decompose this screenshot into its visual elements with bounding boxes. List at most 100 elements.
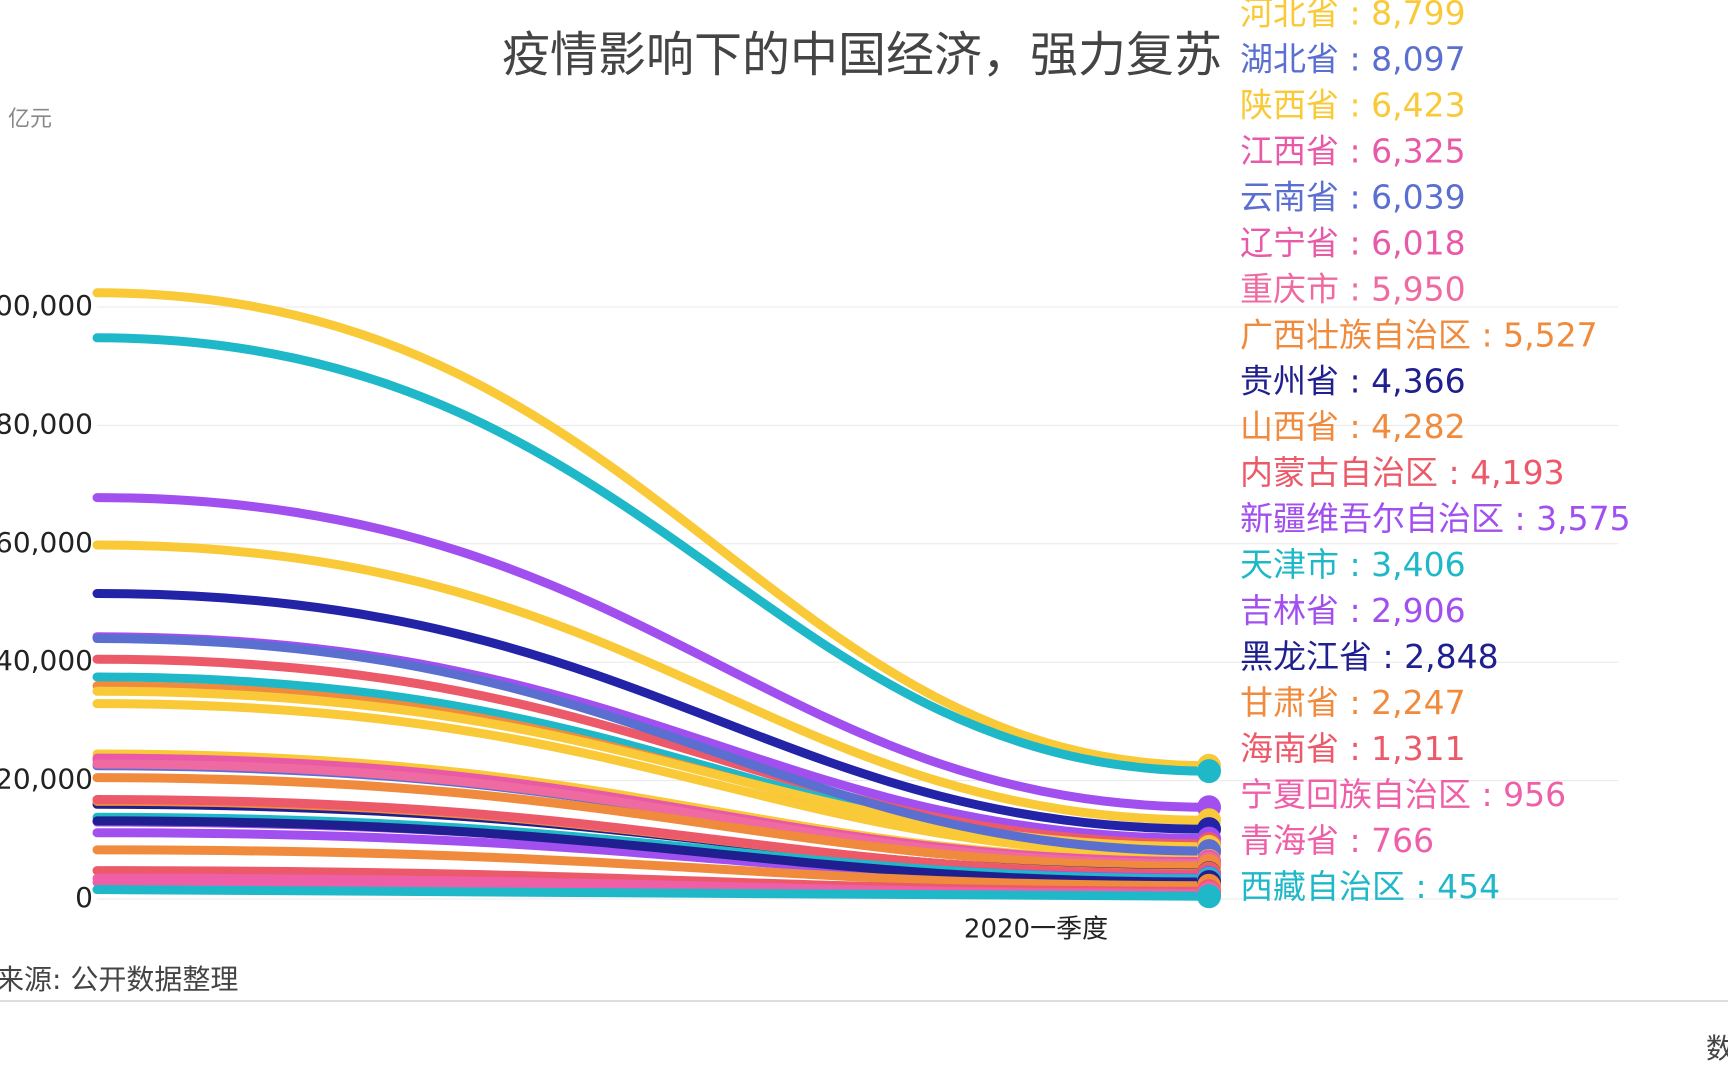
series-end-value: 8,097: [1371, 39, 1465, 78]
corner-text: 数: [1706, 1032, 1728, 1065]
series-name: 天津市: [1240, 545, 1339, 584]
series-end-value: 3,575: [1536, 499, 1630, 538]
series-end-value: 1,311: [1371, 728, 1465, 767]
series-end-value: 3,406: [1371, 545, 1465, 584]
end-point: [1197, 884, 1221, 909]
series-name: 贵州省: [1240, 361, 1339, 400]
label-separator: :: [1504, 499, 1536, 538]
series-name: 江西省: [1240, 131, 1339, 170]
series-name: 湖北省: [1240, 39, 1339, 78]
series-line: [92, 885, 1214, 901]
series-line: [92, 816, 1214, 887]
series-end-value: 454: [1437, 866, 1500, 905]
series-end-value: 2,247: [1371, 682, 1465, 721]
label-separator: :: [1339, 39, 1371, 78]
series-line: [92, 589, 1214, 834]
label-separator: :: [1339, 591, 1371, 630]
series-label: 江西省 : 6,325: [1240, 131, 1466, 170]
series-name: 陕西省: [1240, 85, 1339, 124]
end-point: [1197, 759, 1221, 784]
label-separator: :: [1339, 0, 1371, 32]
series-label: 内蒙古自治区 : 4,193: [1240, 453, 1565, 492]
series-name: 海南省: [1240, 728, 1339, 767]
label-separator: :: [1471, 315, 1503, 354]
series-end-value: 8,799: [1371, 0, 1465, 32]
y-tick-label: 80,000: [0, 407, 93, 440]
label-separator: :: [1339, 85, 1371, 124]
series-label: 天津市 : 3,406: [1240, 545, 1466, 584]
label-separator: :: [1339, 545, 1371, 584]
series-label: 辽宁省 : 6,018: [1240, 223, 1466, 262]
series-label: 黑龙江省 : 2,848: [1240, 637, 1499, 676]
series-label: 甘肃省 : 2,247: [1240, 682, 1466, 721]
y-axis-unit: 亿元: [8, 107, 52, 132]
series-name: 山西省: [1240, 407, 1339, 446]
series-label: 海南省 : 1,311: [1240, 728, 1466, 767]
source-note: 来源: 公开数据整理: [0, 963, 238, 996]
label-separator: :: [1339, 820, 1371, 859]
y-tick-label: 0: [75, 881, 93, 914]
label-separator: :: [1339, 682, 1371, 721]
series-name: 宁夏回族自治区: [1240, 774, 1471, 813]
series-end-value: 5,950: [1371, 269, 1465, 308]
series-line: [92, 540, 1214, 825]
series-label: 西藏自治区 : 454: [1240, 866, 1500, 905]
series-label: 河北省 : 8,799: [1240, 0, 1466, 32]
series-label: 宁夏回族自治区 : 956: [1240, 774, 1566, 813]
series-end-value: 6,018: [1371, 223, 1465, 262]
series-end-value: 766: [1371, 820, 1434, 859]
series-name: 甘肃省: [1240, 682, 1339, 721]
label-separator: :: [1438, 453, 1470, 492]
label-separator: :: [1339, 223, 1371, 262]
series-name: 河北省: [1240, 0, 1339, 32]
series-line: [92, 699, 1214, 860]
label-separator: :: [1471, 774, 1503, 813]
series-label: 山西省 : 4,282: [1240, 407, 1466, 446]
series-label: 重庆市 : 5,950: [1240, 269, 1466, 308]
series-line: [92, 333, 1214, 776]
series-line: [92, 654, 1214, 849]
series-end-value: 4,193: [1470, 453, 1564, 492]
series-end-value: 4,282: [1371, 407, 1465, 446]
series-line: [92, 634, 1214, 856]
series-name: 内蒙古自治区: [1240, 453, 1438, 492]
series-end-value: 6,039: [1371, 177, 1465, 216]
x-tick-label: 2020一季度: [964, 915, 1108, 945]
series-label: 贵州省 : 4,366: [1240, 361, 1466, 400]
series-line: [92, 845, 1214, 891]
label-separator: :: [1372, 637, 1404, 676]
series-name: 西藏自治区: [1240, 866, 1405, 905]
series-label: 新疆维吾尔自治区 : 3,575: [1240, 499, 1631, 538]
label-separator: :: [1339, 407, 1371, 446]
chart-title: 疫情影响下的中国经济，强力复苏: [502, 27, 1222, 83]
series-label: 吉林省 : 2,906: [1240, 591, 1466, 630]
series-name: 广西壮族自治区: [1240, 315, 1471, 354]
series-label: 陕西省 : 6,423: [1240, 85, 1466, 124]
series-label: 广西壮族自治区 : 5,527: [1240, 315, 1598, 354]
series-end-value: 6,325: [1371, 131, 1465, 170]
series-name: 云南省: [1240, 177, 1339, 216]
series-line: [92, 288, 1214, 771]
series-end-value: 956: [1503, 774, 1566, 813]
y-tick-label: 60,000: [0, 526, 93, 559]
series-name: 黑龙江省: [1240, 637, 1372, 676]
y-tick-label: 20,000: [0, 763, 93, 796]
series-name: 重庆市: [1240, 269, 1339, 308]
series-name: 辽宁省: [1240, 223, 1339, 262]
series-end-value: 4,366: [1371, 361, 1465, 400]
label-separator: :: [1339, 131, 1371, 170]
y-tick-label: 40,000: [0, 644, 93, 677]
label-separator: :: [1339, 269, 1371, 308]
series-end-value: 5,527: [1503, 315, 1597, 354]
series-line: [92, 773, 1214, 871]
series-name: 吉林省: [1240, 591, 1339, 630]
label-separator: :: [1339, 361, 1371, 400]
series-end-value: 2,848: [1404, 637, 1498, 676]
series-label: 云南省 : 6,039: [1240, 177, 1466, 216]
label-separator: :: [1339, 177, 1371, 216]
series-end-value: 2,906: [1371, 591, 1465, 630]
series-name: 新疆维吾尔自治区: [1240, 499, 1504, 538]
series-label: 青海省 : 766: [1240, 820, 1434, 859]
series-line: [92, 493, 1214, 812]
